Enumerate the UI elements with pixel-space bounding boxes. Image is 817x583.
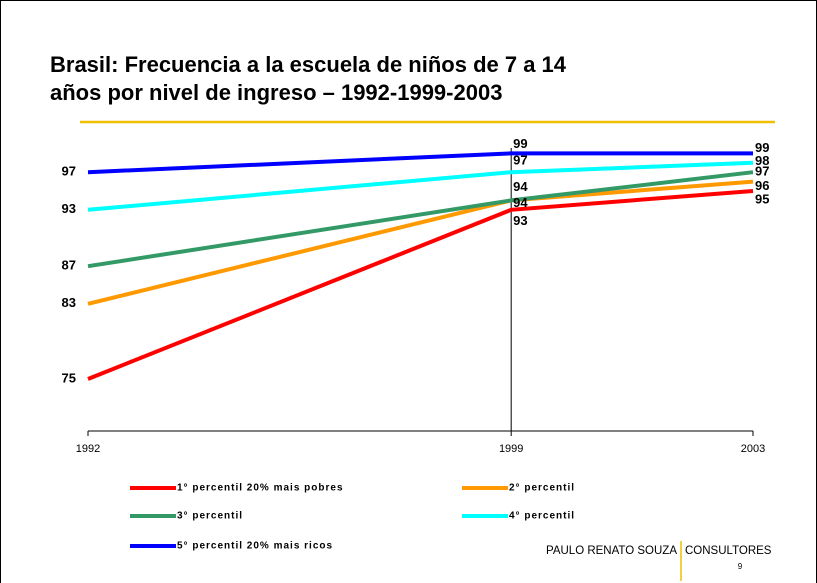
series-line bbox=[87, 160, 754, 212]
title-line: años por nivel de ingreso – 1992-1999-20… bbox=[50, 80, 502, 105]
x-tick-label: 1992 bbox=[76, 443, 100, 455]
footer-brand: PAULO RENATO SOUZA bbox=[546, 545, 677, 557]
legend-label: 1° percentil 20% mais pobres bbox=[177, 483, 344, 494]
data-label: 99 bbox=[755, 140, 769, 155]
series-line bbox=[87, 151, 753, 175]
data-label: 99 bbox=[513, 136, 527, 151]
data-label: 83 bbox=[62, 295, 76, 310]
page-number: 9 bbox=[738, 562, 743, 571]
series-line bbox=[87, 170, 754, 269]
data-label: 97 bbox=[755, 164, 769, 179]
title-line: Brasil: Frecuencia a la escuela de niños… bbox=[50, 52, 567, 77]
legend-label: 4° percentil bbox=[509, 511, 575, 522]
series-line bbox=[87, 189, 754, 381]
footer-suffix: CONSULTORES bbox=[685, 545, 772, 557]
legend-label: 5° percentil 20% mais ricos bbox=[177, 541, 333, 552]
legend-label: 3° percentil bbox=[177, 511, 243, 522]
data-label: 94 bbox=[513, 195, 528, 210]
data-label: 97 bbox=[513, 153, 527, 168]
legend-label: 2° percentil bbox=[509, 483, 575, 494]
data-label: 93 bbox=[62, 201, 76, 216]
data-label: 87 bbox=[62, 258, 76, 273]
x-tick-label: 1999 bbox=[499, 443, 523, 455]
data-label: 98 bbox=[755, 153, 769, 168]
data-label: 75 bbox=[62, 370, 76, 385]
data-label: 96 bbox=[755, 178, 769, 193]
data-label: 97 bbox=[62, 164, 76, 179]
data-label: 93 bbox=[513, 213, 527, 228]
data-label: 95 bbox=[755, 191, 769, 206]
x-tick-label: 2003 bbox=[741, 443, 765, 455]
data-label: 94 bbox=[513, 179, 528, 194]
